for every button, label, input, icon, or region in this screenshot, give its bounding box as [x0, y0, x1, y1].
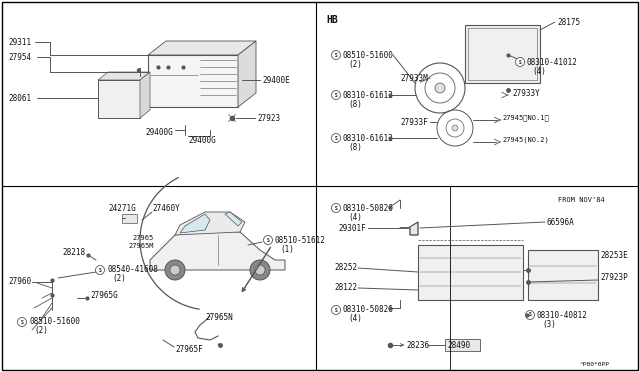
Text: (2): (2) [348, 60, 362, 68]
Text: 08310-61612: 08310-61612 [343, 134, 394, 142]
Text: 28236: 28236 [406, 340, 429, 350]
Text: 27954: 27954 [8, 52, 31, 61]
Text: S: S [335, 205, 337, 211]
Text: (4): (4) [348, 314, 362, 324]
Polygon shape [225, 212, 242, 226]
Bar [148, 55, 238, 107]
Circle shape [332, 51, 340, 60]
Circle shape [452, 125, 458, 131]
Text: 28252: 28252 [334, 263, 357, 273]
Bar [468, 28, 537, 80]
Text: 27923: 27923 [257, 113, 280, 122]
Text: S: S [529, 312, 531, 317]
Circle shape [250, 260, 270, 280]
Text: 27960: 27960 [8, 278, 31, 286]
Text: S: S [335, 52, 337, 58]
Text: 27965: 27965 [132, 235, 153, 241]
Text: (4): (4) [348, 212, 362, 221]
Text: HB: HB [326, 15, 338, 25]
Text: 27945〈NO.1〉: 27945〈NO.1〉 [502, 115, 548, 121]
Text: 27933F: 27933F [400, 118, 428, 126]
Text: 27945(NO.2): 27945(NO.2) [502, 137, 548, 143]
Text: 08310-61612: 08310-61612 [343, 90, 394, 99]
Bar [528, 250, 598, 300]
Text: 28122: 28122 [334, 283, 357, 292]
Circle shape [95, 266, 104, 275]
Text: 28490: 28490 [447, 340, 470, 350]
Circle shape [515, 58, 525, 67]
Circle shape [525, 311, 534, 320]
Text: (3): (3) [542, 320, 556, 328]
Text: 27965F: 27965F [175, 346, 203, 355]
Polygon shape [148, 41, 256, 55]
Text: S: S [267, 237, 269, 243]
Text: ^P80*0PP: ^P80*0PP [580, 362, 610, 368]
Text: S: S [99, 267, 101, 273]
Circle shape [255, 265, 265, 275]
Polygon shape [175, 212, 245, 235]
Text: FROM NOV'84: FROM NOV'84 [558, 197, 605, 203]
Text: S: S [518, 60, 522, 64]
Circle shape [332, 134, 340, 142]
Circle shape [264, 235, 273, 244]
Text: (8): (8) [348, 142, 362, 151]
Text: 08510-51600: 08510-51600 [29, 317, 80, 327]
Text: 08540-41608: 08540-41608 [107, 266, 158, 275]
Text: S: S [335, 135, 337, 141]
Text: (8): (8) [348, 99, 362, 109]
Text: 08310-50826: 08310-50826 [343, 305, 394, 314]
Circle shape [17, 317, 26, 327]
Text: 27965M: 27965M [128, 243, 154, 249]
Text: 28175: 28175 [557, 17, 580, 26]
Bar [418, 245, 523, 300]
Text: 08310-41012: 08310-41012 [527, 58, 578, 67]
Text: 28218: 28218 [62, 247, 85, 257]
Text: S: S [335, 308, 337, 312]
Text: 27923P: 27923P [600, 273, 628, 282]
Polygon shape [98, 72, 150, 80]
Text: S: S [335, 93, 337, 97]
Polygon shape [238, 41, 256, 107]
Text: S: S [20, 320, 24, 324]
Text: 24271G: 24271G [108, 203, 136, 212]
Text: 29400G: 29400G [188, 135, 216, 144]
Text: 29311: 29311 [8, 38, 31, 46]
Text: 27933Y: 27933Y [512, 89, 540, 97]
Circle shape [332, 90, 340, 99]
Polygon shape [140, 72, 150, 118]
Circle shape [165, 260, 185, 280]
Bar [122, 214, 137, 223]
Bar [465, 25, 540, 83]
Text: 08310-50826: 08310-50826 [343, 203, 394, 212]
Text: (2): (2) [112, 275, 126, 283]
Bar [98, 80, 140, 118]
Bar [445, 339, 480, 351]
Polygon shape [150, 230, 285, 270]
Text: (2): (2) [34, 327, 48, 336]
Text: 08310-40812: 08310-40812 [537, 311, 588, 320]
Text: 08510-51612: 08510-51612 [275, 235, 326, 244]
Circle shape [435, 83, 445, 93]
Text: 28253E: 28253E [600, 250, 628, 260]
Text: 27460Y: 27460Y [152, 203, 180, 212]
Text: (4): (4) [532, 67, 546, 76]
Text: 08510-51600: 08510-51600 [343, 51, 394, 60]
Circle shape [170, 265, 180, 275]
Text: 27933M: 27933M [400, 74, 428, 83]
Circle shape [332, 203, 340, 212]
Text: 29301F: 29301F [338, 224, 365, 232]
Text: 66596A: 66596A [547, 218, 575, 227]
Text: 27965N: 27965N [205, 314, 233, 323]
Text: 29400E: 29400E [262, 76, 290, 84]
Circle shape [332, 305, 340, 314]
Text: 28061: 28061 [8, 93, 31, 103]
Text: 29400G: 29400G [145, 128, 173, 137]
Polygon shape [400, 222, 418, 235]
Text: 27965G: 27965G [90, 291, 118, 299]
Polygon shape [180, 214, 210, 233]
Text: (1): (1) [280, 244, 294, 253]
